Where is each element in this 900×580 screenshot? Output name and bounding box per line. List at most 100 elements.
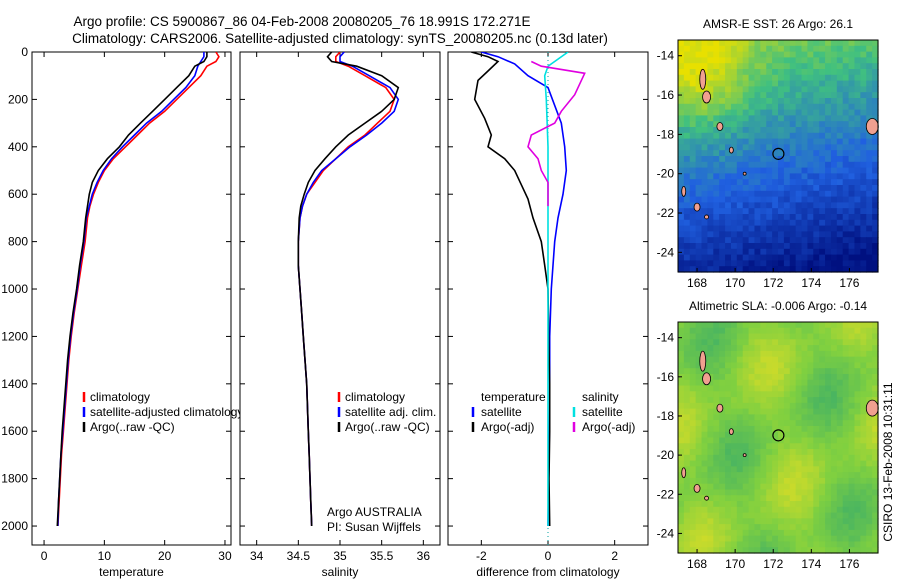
- island: [693, 483, 701, 493]
- x-tick-label: 170: [725, 276, 745, 290]
- y-tick-label: -24: [657, 245, 675, 259]
- x-axis-label: difference from climatology: [476, 565, 619, 579]
- legend-entry: satellite adj. clim.: [345, 405, 436, 419]
- sla-map-panel: Altimetric SLA: -0.006 Argo: -0.14 168 170…: [657, 299, 879, 571]
- island: [699, 350, 707, 372]
- x-tick-label: 174: [801, 557, 821, 571]
- y-tick-label: -18: [657, 409, 675, 423]
- y-tick-label: 600: [8, 187, 28, 201]
- island: [865, 399, 879, 417]
- y-tick-label: -16: [657, 88, 675, 102]
- y-tick-label: -14: [657, 49, 675, 63]
- island: [728, 428, 734, 436]
- x-tick-label: 0: [41, 549, 48, 563]
- figure-title-line1: Argo profile: CS 5900867_86 04-Feb-2008 …: [73, 14, 530, 29]
- island: [704, 495, 709, 501]
- x-tick-label: 30: [218, 549, 232, 563]
- difference-panel: -2 0 2 difference from climatology temperatu…: [447, 51, 649, 579]
- y-tick-label: 0: [21, 45, 28, 59]
- x-tick-label: 174: [801, 276, 821, 290]
- legend-entry: Argo(..raw -QC): [345, 420, 430, 434]
- plot-frame: [239, 51, 441, 546]
- argo-position-marker: [772, 147, 785, 160]
- y-tick-label: 1800: [1, 472, 28, 486]
- legend-entry: satellite-adjusted climatology: [90, 405, 243, 419]
- legend-entry: climatology: [345, 390, 405, 404]
- series-line-temperature-argo-adj-: [471, 52, 551, 527]
- legend-entry: climatology: [90, 390, 150, 404]
- float-operator-label: Argo AUSTRALIA: [327, 505, 422, 519]
- island: [742, 453, 747, 458]
- island: [716, 403, 724, 413]
- y-tick-label: 200: [8, 92, 28, 106]
- legend-entry: Argo(-adj): [481, 420, 534, 434]
- x-tick-label: 170: [725, 557, 745, 571]
- y-tick-label: 1600: [1, 424, 28, 438]
- legend-temperature-title: temperature: [481, 390, 546, 404]
- y-tick-label: 1400: [1, 377, 28, 391]
- map-title: AMSR-E SST: 26 Argo: 26.1: [703, 17, 853, 31]
- island: [716, 122, 724, 131]
- x-tick-label: 176: [839, 557, 859, 571]
- legend-entry: Argo(..raw -QC): [90, 420, 175, 434]
- x-tick-label: 168: [687, 557, 707, 571]
- x-axis-label: temperature: [99, 565, 164, 579]
- y-tick-label: -14: [657, 331, 675, 345]
- x-tick-label: 35: [333, 549, 347, 563]
- map-field: [678, 322, 879, 554]
- map-field: [678, 40, 879, 273]
- legend-entry: Argo(-adj): [582, 420, 635, 434]
- island: [702, 372, 711, 386]
- island: [728, 146, 734, 154]
- island: [681, 185, 687, 197]
- x-tick-label: 20: [158, 549, 172, 563]
- x-tick-label: 36: [417, 549, 431, 563]
- legend-entry: satellite: [481, 405, 522, 419]
- salinity-panel: 34 34.5 35 35.5 36 salinity climatologysatelli…: [239, 51, 441, 579]
- x-tick-label: 172: [763, 276, 783, 290]
- map-title: Altimetric SLA: -0.006 Argo: -0.14: [689, 299, 867, 313]
- island: [699, 68, 707, 90]
- y-tick-label: 400: [8, 140, 28, 154]
- series-line-argo-raw-qc-: [56, 52, 208, 527]
- series-line-argo-raw-qc-: [297, 52, 400, 527]
- y-tick-label: 800: [8, 235, 28, 249]
- y-tick-label: 1000: [1, 282, 28, 296]
- map-frame: [677, 321, 879, 554]
- series-line-salinity-satellite: [543, 52, 569, 526]
- y-tick-label: -22: [657, 487, 675, 501]
- y-tick-label: -18: [657, 127, 675, 141]
- x-tick-label: 34.5: [287, 549, 311, 563]
- legend-entry: satellite: [582, 405, 623, 419]
- x-tick-label: 168: [687, 276, 707, 290]
- figure-title-line2: Climatology: CARS2006. Satellite-adjuste…: [72, 31, 608, 46]
- x-tick-label: 10: [98, 549, 112, 563]
- x-tick-label: 172: [763, 557, 783, 571]
- series-line-salinity-argo-adj-: [527, 60, 586, 207]
- x-tick-label: 34: [250, 549, 264, 563]
- island: [702, 90, 711, 104]
- map-frame: [677, 39, 879, 273]
- land-islands: [681, 68, 879, 220]
- x-tick-label: 176: [839, 276, 859, 290]
- timestamp-label: CSIRO 13-Feb-2008 10:31:11: [881, 382, 895, 542]
- argo-position-marker: [772, 429, 785, 442]
- y-tick-label: -24: [657, 526, 675, 540]
- y-tick-label: -20: [657, 167, 675, 181]
- y-tick-label: -20: [657, 448, 675, 462]
- x-tick-label: 0: [545, 549, 552, 563]
- y-tick-label: 2000: [1, 519, 28, 533]
- plot-frame: [31, 51, 232, 546]
- island: [742, 171, 747, 176]
- pi-label: PI: Susan Wijffels: [327, 520, 421, 534]
- island: [693, 202, 701, 212]
- y-tick-label: -16: [657, 370, 675, 384]
- island: [865, 118, 879, 135]
- x-tick-label: -2: [476, 549, 487, 563]
- sst-map-panel: AMSR-E SST: 26 Argo: 26.1 168 170 172 174 176…: [657, 17, 879, 290]
- y-tick-label: 1200: [1, 329, 28, 343]
- y-tick-label: -22: [657, 206, 675, 220]
- temperature-panel: 0 10 20 30 0 200 400 600 800 1000 1200 1400 1600 1800…: [1, 45, 243, 579]
- island: [704, 214, 709, 220]
